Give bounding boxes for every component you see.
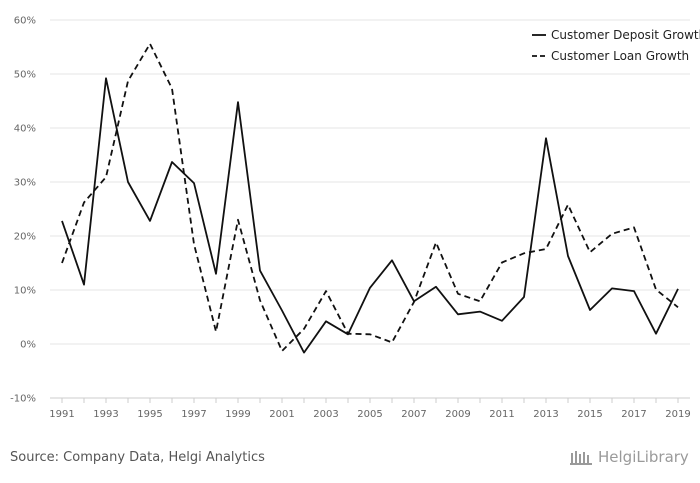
x-axis: 1991 1993 1995 1997 1999 2001 2003 2005 2007 2009… xyxy=(49,398,691,420)
x-tick-label: 2011 xyxy=(489,409,514,420)
x-tick-label: 2017 xyxy=(621,409,646,420)
series-lines xyxy=(61,42,679,354)
source-note: Source: Company Data, Helgi Analytics xyxy=(10,450,265,465)
y-tick-label: -10% xyxy=(10,394,36,405)
line-chart: -10%0%10%20%30%40%50%60% 1991 1993 1995 199… xyxy=(10,16,700,421)
y-tick-label: 0% xyxy=(20,340,36,351)
legend: Customer Deposit Growth Customer Loan Gro… xyxy=(532,28,700,63)
y-tick-label: 20% xyxy=(14,232,36,243)
x-tick-label: 2015 xyxy=(577,409,602,420)
y-tick-label: 30% xyxy=(14,178,36,189)
x-tick-label: 2007 xyxy=(401,409,426,420)
x-tick-label: 1991 xyxy=(49,409,74,420)
x-tick-label: 2019 xyxy=(665,409,690,420)
x-tick-label: 2001 xyxy=(269,409,294,420)
x-tick-label: 2003 xyxy=(313,409,338,420)
x-tick-label: 2005 xyxy=(357,409,382,420)
legend-entry: Customer Loan Growth xyxy=(551,49,689,63)
y-tick-label: 50% xyxy=(14,70,36,81)
x-tick-label: 1993 xyxy=(93,409,118,420)
series-line-deposit-growth xyxy=(61,77,679,354)
brand-name: HelgiLibrary xyxy=(598,448,689,466)
x-tick-label: 1995 xyxy=(137,409,162,420)
brand-logo: HelgiLibrary xyxy=(570,448,689,466)
grid-lines xyxy=(50,19,690,399)
x-tick-label: 1999 xyxy=(225,409,250,420)
y-tick-label: 60% xyxy=(14,16,36,27)
y-tick-label: 40% xyxy=(14,124,36,135)
library-icon xyxy=(570,451,592,465)
x-tick-label: 2013 xyxy=(533,409,558,420)
y-axis: -10% 0% 10% 20% 30% 40% 50% 60% xyxy=(10,16,36,405)
x-tick-label: 2009 xyxy=(445,409,470,420)
legend-entry: Customer Deposit Growth xyxy=(551,28,700,42)
series-line-loan-growth xyxy=(61,42,679,352)
x-tick-label: 1997 xyxy=(181,409,206,420)
y-tick-label: 10% xyxy=(14,286,36,297)
